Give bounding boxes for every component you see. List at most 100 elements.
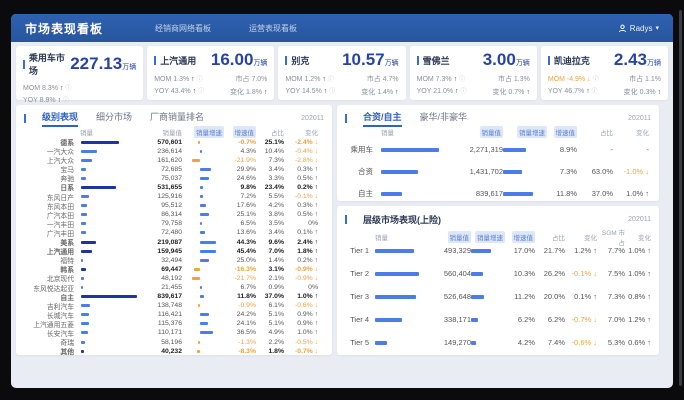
info-icon[interactable]: ⓘ [65,86,72,92]
kpi-title: 乘用车市场 [23,51,70,77]
info-icon[interactable]: ⓘ [460,89,467,95]
date-selector-tier[interactable]: 202011 [628,215,651,223]
row-name: 自主 [358,188,373,198]
kpi-card-0[interactable]: 乘用车市场 227.13万辆 MOM 8.3% ↑ ⓘ YOY 8.9% ↑ ⓘ [16,46,144,104]
table-row[interactable]: 东风日产 125,916 7.2% 5.5% -0.1% ↓ [24,192,324,202]
table-row[interactable]: Tier 5 149,270 4.2% 7.4% -0.6% ↓ 5.3% 0.6% ↑ [345,331,651,354]
info-icon[interactable]: ⓘ [327,77,334,83]
change-value: - [646,144,650,154]
kpi-mom: MOM 1.3% ↑ ⓘ [154,76,203,83]
info-icon[interactable]: ⓘ [459,77,466,83]
table-row[interactable]: 广汽本田 86,314 25.1% 3.8% 0.5% ↑ [24,210,324,220]
kpi-card-4[interactable]: 凯迪拉克 2.43万辆 MOM -4.9% ↓ ⓘ YOY 46.7% ↑ ⓘ 市占 1… [540,46,669,100]
table-row[interactable]: Tier 2 560,404 10.3% 26.2% -0.1% ↓ 7.5% 1.0% ↑ [345,262,651,285]
table-row[interactable]: Tier 1 493,329 17.0% 21.7% 1.2% ↑ 7.7% 1.0% ↑ [345,239,651,262]
right-column: 合资/自主 豪华/非豪华 202011 销量 销量值 销量增速 增速值 占比 变化 乘用车 2… [337,105,659,355]
trend-arrow-icon: ↑ [586,88,590,95]
info-icon[interactable]: ⓘ [329,89,336,95]
table-row[interactable]: 一汽大众 236,614 4.3% 10.4% -0.4% ↓ [24,146,324,157]
table-row[interactable]: 吉利汽车 138,748 -0.9% 6.1% -0.6% ↓ [24,301,324,311]
table-row[interactable]: 福特 32,494 25.0% 1.4% 0.2% ↑ [24,255,324,266]
share-value: 1.8% [268,347,285,355]
kpi-mom-yoy: MOM 1.3% ↑ ⓘ YOY 43.4% ↑ ⓘ [154,74,204,97]
share-value: 9.6% [268,238,285,246]
jv-table-header: 销量 销量值 销量增速 增速值 占比 变化 [345,126,651,138]
nav-item-1[interactable]: 运营表现看板 [249,23,298,33]
tier-table-header: 销量 销量值 销量增速 增速值 占比 变化 SGM 市占 变化 [345,227,651,247]
table-row[interactable]: 韩系 69,447 -16.3% 3.1% -0.9% ↓ [24,264,324,275]
info-icon[interactable]: ⓘ [62,98,69,104]
sales-value: 839,617 [157,293,182,301]
table-row[interactable]: 东风本田 95,512 17.6% 4.2% 0.3% ↑ [24,201,324,211]
growth-bar [200,322,209,326]
sales-value: 570,601 [157,138,182,146]
change-value: 0% [308,284,318,291]
share-value: 2.2% [268,338,285,346]
share-value: 5.1% [268,320,285,328]
trend-arrow-icon: ↑ [191,76,195,83]
growth-bar-zone [471,315,505,324]
table-row[interactable]: 广汽丰田 72,480 13.6% 3.4% 0.1% ↑ [24,228,324,238]
table-row[interactable]: Tier 3 526,648 11.2% 20.0% 0.1% ↑ 7.3% 0.8% ↑ [345,285,651,308]
info-icon[interactable]: ⓘ [592,77,599,83]
table-row[interactable]: 奇瑞 58,196 -1.3% 2.2% -0.5% ↓ [24,337,324,348]
table-row[interactable]: 日系 531,655 9.8% 23.4% 0.2% ↑ [24,182,324,193]
table-row[interactable]: 美系 219,087 44.3% 9.6% 2.4% ↑ [24,237,324,248]
table-row[interactable]: 长城汽车 116,421 24.2% 5.1% 0.9% ↑ [24,310,324,320]
change-value: 0.9% ↑ [297,311,318,319]
sales-bar-zone [80,275,140,282]
column-header: 变化 [584,235,597,242]
sales-bar [81,158,92,162]
growth-bar-zone [182,276,224,280]
table-row[interactable]: 自主 839,617 11.8% 37.0% 1.0% ↑ [24,292,324,302]
tab-1[interactable]: 细分市场 [96,111,133,122]
sales-value: 86,314 [161,211,182,219]
growth-bar-zone [182,222,224,226]
user-menu[interactable]: Radys ▾ [618,24,659,33]
table-row[interactable]: 合资 1,431,702 7.3% 63.0% -1.0% ↓ [345,160,651,182]
kpi-stats: MOM 8.3% ↑ ⓘ YOY 8.9% ↑ ⓘ [23,83,136,104]
tab-1[interactable]: 豪华/非豪华 [419,111,468,122]
kpi-card-3[interactable]: 雪佛兰 3.00万辆 MOM 7.3% ↑ ⓘ YOY 21.0% ↑ ⓘ 市占 1.3… [409,46,537,100]
sgm-share-value: 7.0% [607,315,625,324]
sales-bar-zone [80,293,140,300]
table-row[interactable]: 东风悦达起亚 21,455 6.7% 0.9% 0% [24,283,324,293]
table-row[interactable]: 上汽通用 159,945 45.4% 7.0% 1.8% ↑ [24,246,324,257]
change-value: 0% [308,220,318,228]
change-value: -0.9% ↓ [294,265,318,273]
kpi-value: 10.57万辆 [342,50,399,69]
table-row[interactable]: 一汽丰田 79,758 6.5% 3.5% 0% [24,219,324,229]
info-icon[interactable]: ⓘ [198,89,205,95]
table-row[interactable]: 宝马 72,685 29.9% 3.4% 0.3% ↑ [24,164,324,175]
tab-2[interactable]: 厂商销量排名 [150,111,205,122]
kpi-card-2[interactable]: 别克 10.57万辆 MOM 1.2% ↑ ⓘ YOY 14.5% ↑ ⓘ 市占 4.7… [278,46,406,100]
table-row[interactable]: 北京现代 48,192 -21.7% 2.1% -0.9% ↓ [24,273,324,284]
info-icon[interactable]: ⓘ [196,77,203,83]
column-header: 销量 [375,235,388,242]
kpi-card-1[interactable]: 上汽通用 16.00万辆 MOM 1.3% ↑ ⓘ YOY 43.4% ↑ ⓘ 市占 7… [147,46,275,100]
table-row[interactable]: Tier 4 338,171 6.2% 6.2% -0.7% ↓ 7.0% 1.2% ↑ [345,308,651,331]
table-row[interactable]: 奔驰 75,037 24.6% 3.3% 0.5% ↑ [24,173,324,184]
kpi-mom: MOM 7.3% ↑ ⓘ [416,76,466,83]
table-row[interactable]: 德系 570,601 -0.7% 25.1% -2.4% ↓ [24,137,324,148]
row-name: 上汽大众 [46,158,74,166]
nav-item-0[interactable]: 经销商网络看板 [155,23,212,33]
table-row[interactable]: 上汽通用五菱 115,376 24.1% 5.1% 0.9% ↑ [24,319,324,329]
table-row[interactable]: 乘用车 2,271,319 8.9% - - [345,138,651,160]
info-icon[interactable]: ⓘ [591,89,598,95]
date-selector-left[interactable]: 202011 [301,114,324,122]
table-row[interactable]: 长安汽车 110,171 36.5% 4.9% 1.0% ↑ [24,328,324,338]
growth-bar-zone [182,295,224,299]
row-name: Tier 3 [350,292,369,301]
date-selector-jv[interactable]: 202011 [628,114,651,122]
table-row[interactable]: 其他 40,232 -8.3% 1.8% -0.7% ↓ [24,346,324,357]
kpi-share-col: 市占 7.0% 变化 1.8% ↑ [230,74,267,97]
trend-arrow-icon: ↑ [323,88,328,95]
growth-bar-zone [182,158,224,162]
sales-value: 115,376 [157,320,182,328]
tab-0[interactable]: 级别表现 [42,110,79,127]
kpi-card-top: 别克 10.57万辆 [285,50,399,69]
tab-0[interactable]: 合资/自主 [363,110,402,127]
table-row[interactable]: 自主 839,617 11.8% 37.0% 1.0% ↑ [345,182,651,204]
table-row[interactable]: 上汽大众 161,620 -21.9% 7.3% -2.8% ↓ [24,155,324,166]
